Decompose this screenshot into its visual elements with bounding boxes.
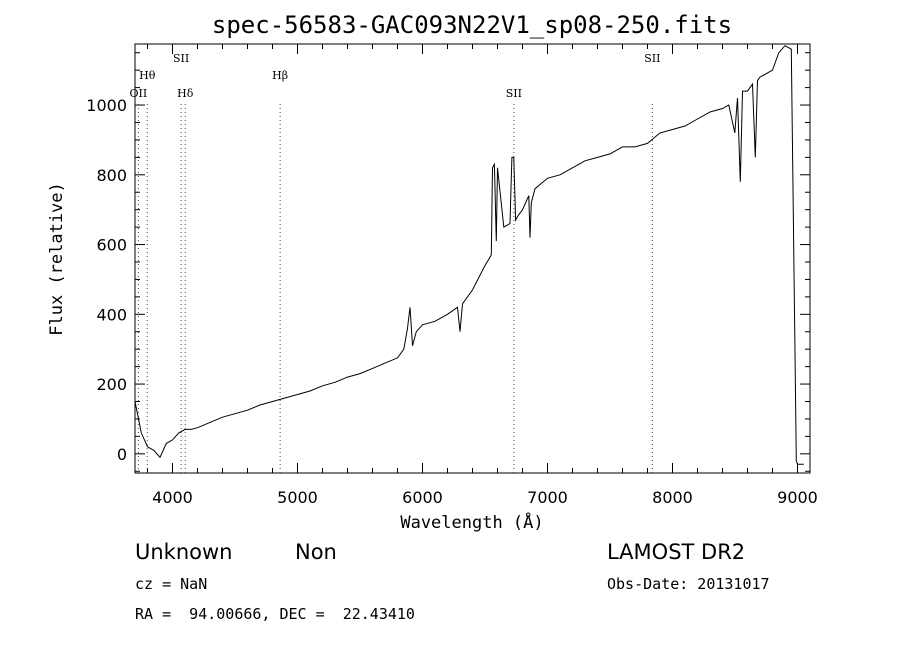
spectrum-line (135, 45, 804, 465)
x-tick-label: 8000 (652, 488, 693, 507)
line-marker-label: Hβ (272, 69, 288, 82)
y-axis-label: Flux (relative) (47, 182, 67, 336)
y-tick-label: 1000 (86, 96, 127, 115)
survey-name: LAMOST DR2 (607, 540, 746, 564)
line-marker-label: Hδ (177, 87, 194, 100)
y-tick-label: 0 (117, 445, 127, 464)
y-tick-label: 800 (96, 166, 127, 185)
y-tick-label: 600 (96, 236, 127, 255)
coordinates-text: RA = 94.00666, DEC = 22.43410 (135, 605, 415, 623)
x-tick-label: 7000 (527, 488, 568, 507)
line-marker-label: OII (130, 87, 148, 100)
line-marker-label: SII (173, 52, 189, 65)
y-tick-label: 200 (96, 375, 127, 394)
x-axis-label: Wavelength (Å) (400, 511, 543, 533)
x-tick-label: 4000 (152, 488, 193, 507)
line-marker-label: SII (506, 87, 522, 100)
chart-title: spec-56583-GAC093N22V1_sp08-250.fits (212, 11, 732, 39)
obs-date: Obs-Date: 20131017 (607, 575, 770, 593)
line-marker-label: Hθ (139, 69, 156, 82)
x-tick-label: 6000 (402, 488, 443, 507)
plot-frame (134, 43, 811, 474)
x-tick-label: 9000 (777, 488, 818, 507)
redshift-text: cz = NaN (135, 575, 208, 593)
y-tick-label: 400 (96, 305, 127, 324)
object-subclass: Non (295, 540, 337, 564)
object-class: Unknown (135, 540, 233, 564)
plot-area: 4000 5000 6000 7000 8000 9000 0 200 400 600 800 100… (86, 43, 818, 507)
line-marker-label: SII (644, 52, 660, 65)
x-tick-label: 5000 (277, 488, 318, 507)
